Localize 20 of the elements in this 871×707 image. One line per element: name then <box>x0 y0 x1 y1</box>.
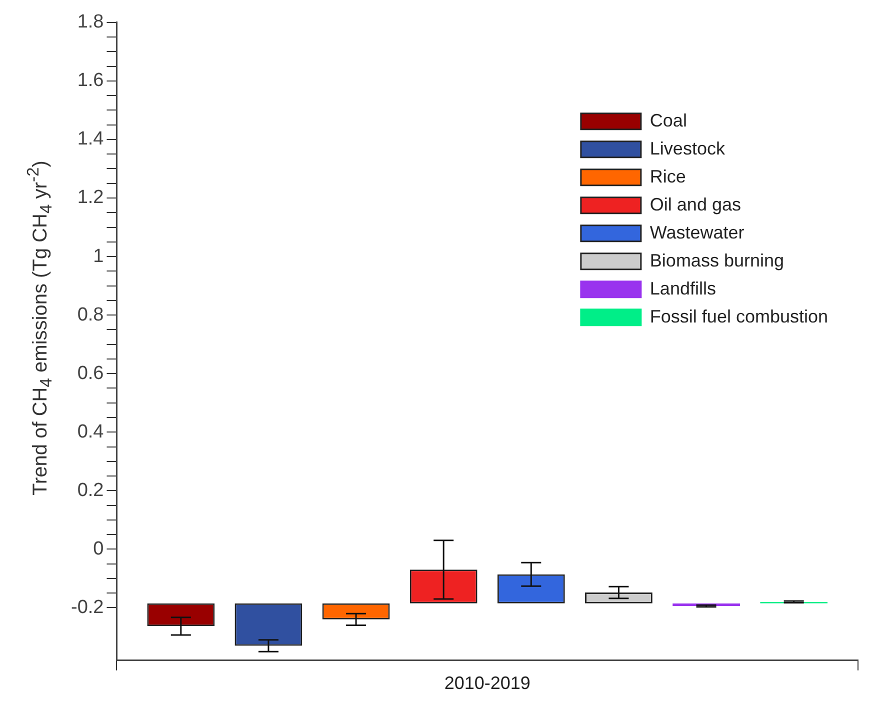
legend-label: Rice <box>650 166 686 186</box>
y-tick-label: 0.8 <box>77 304 104 326</box>
legend-label: Landfills <box>650 278 716 298</box>
legend-label: Oil and gas <box>650 194 741 214</box>
y-tick-label: 1.8 <box>77 12 104 33</box>
y-tick-label: 1 <box>93 246 104 267</box>
y-tick-label: 0 <box>93 538 104 560</box>
legend-label: Fossil fuel combustion <box>650 306 828 326</box>
legend-label: Livestock <box>650 138 726 158</box>
y-tick-label: 0.2 <box>77 480 104 501</box>
y-tick-label: -0.2 <box>70 596 104 618</box>
x-tick-label: 2010-2019 <box>444 673 530 694</box>
y-tick-label: 0.6 <box>77 362 104 384</box>
legend-label: Wastewater <box>650 222 744 242</box>
legend-label: Coal <box>650 110 687 130</box>
legend-label: Biomass burning <box>650 250 784 270</box>
y-tick-label: 1.4 <box>77 128 104 150</box>
y-tick-label: 0.4 <box>77 421 104 442</box>
y-tick-label: 1.6 <box>77 70 104 92</box>
y-tick-label: 1.2 <box>77 187 104 208</box>
